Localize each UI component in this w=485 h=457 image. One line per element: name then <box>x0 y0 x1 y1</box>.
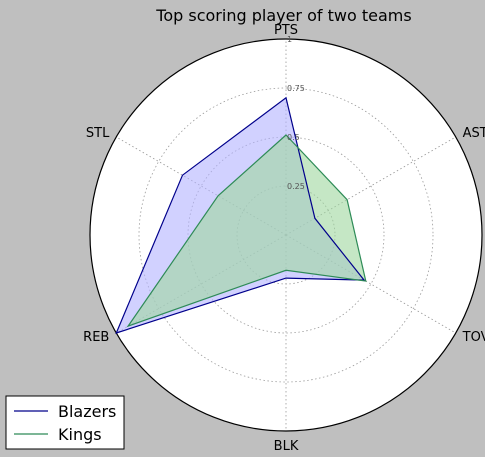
axis-labels: PTS AST TOV BLK REB STL <box>83 23 485 454</box>
radial-ticks: 0.25 0.5 0.75 1 <box>287 35 305 191</box>
series-line-blazers <box>115 96 366 334</box>
rtick-1: 1 <box>287 35 292 44</box>
rtick-0-25: 0.25 <box>287 182 305 191</box>
axis-label-blk: BLK <box>274 439 299 454</box>
grid-circle-0-75 <box>138 87 434 383</box>
axis-label-ast: AST <box>463 126 485 141</box>
axis-label-stl: STL <box>86 126 110 141</box>
rtick-0-75: 0.75 <box>287 84 305 93</box>
legend: Blazers Kings <box>5 395 125 450</box>
axis-label-reb: REB <box>83 330 109 345</box>
legend-label-blazers: Blazers <box>58 402 116 421</box>
rtick-0-5: 0.5 <box>287 133 300 142</box>
series-line-kings <box>126 134 367 328</box>
legend-box <box>5 395 125 450</box>
axis-label-pts: PTS <box>274 23 298 38</box>
series-group <box>115 96 367 334</box>
chart-title: Top scoring player of two teams <box>155 6 411 25</box>
legend-label-kings: Kings <box>58 425 102 444</box>
axis-label-tov: TOV <box>462 330 485 345</box>
